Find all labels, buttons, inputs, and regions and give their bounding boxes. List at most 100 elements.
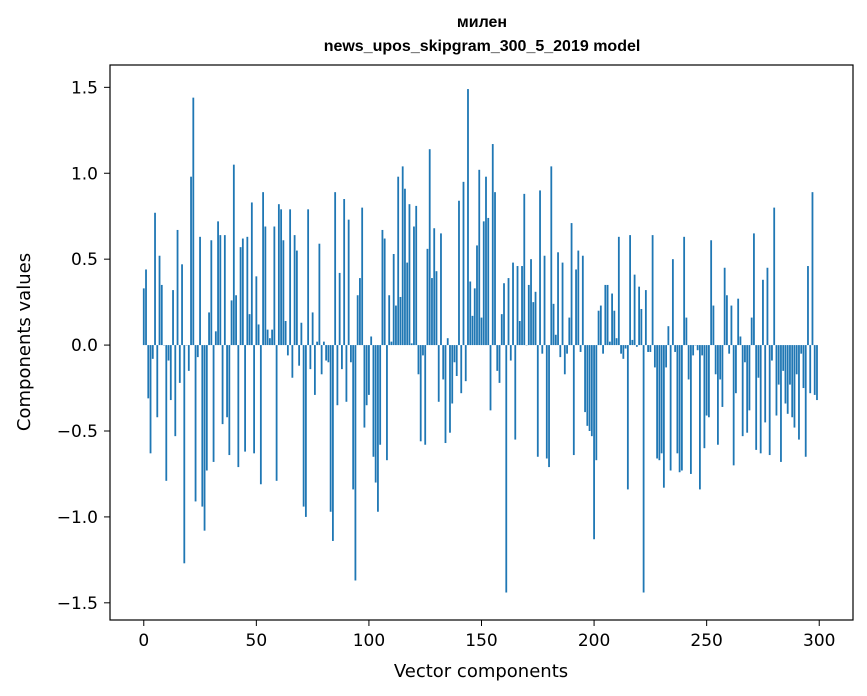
bar	[710, 240, 713, 346]
bar	[662, 345, 665, 488]
bar	[539, 190, 541, 346]
bar	[669, 345, 672, 471]
bar	[771, 345, 773, 361]
y-tick-label: 1.5	[71, 78, 98, 98]
y-axis-ticks: −1.5 −1.0 −0.5 0.0 0.5 1.0 1.5	[57, 78, 110, 614]
bar	[611, 293, 613, 346]
bar	[379, 345, 382, 445]
bar	[584, 345, 586, 413]
bar	[633, 274, 636, 346]
bar	[239, 247, 242, 346]
bar	[723, 267, 726, 346]
bar	[372, 345, 375, 457]
bar	[217, 221, 219, 346]
chart-title-line-2: news_upos_skipgram_300_5_2019 model	[324, 38, 641, 55]
bar	[642, 345, 645, 593]
bar	[496, 345, 499, 371]
bar	[377, 345, 379, 512]
bar	[548, 345, 550, 468]
bar	[309, 345, 312, 370]
bar	[543, 255, 546, 346]
bar	[491, 144, 494, 346]
bar	[383, 238, 386, 346]
bar	[732, 345, 735, 466]
bar	[635, 345, 638, 347]
bar	[386, 345, 388, 461]
bar	[343, 199, 346, 346]
bar	[406, 262, 409, 346]
bar	[237, 345, 240, 468]
bar	[807, 266, 809, 346]
bar	[586, 345, 589, 426]
bar	[559, 345, 562, 358]
bar	[766, 267, 769, 346]
bar	[446, 338, 449, 346]
bar	[401, 166, 404, 346]
bar	[667, 326, 670, 346]
bar	[174, 345, 177, 437]
bar	[644, 290, 647, 346]
bar	[604, 284, 607, 346]
bar	[426, 248, 429, 346]
bar	[568, 317, 571, 346]
bar	[359, 278, 361, 346]
bar	[498, 345, 501, 383]
bar	[226, 345, 228, 418]
bar	[455, 345, 458, 377]
bar	[142, 288, 145, 346]
bar	[257, 324, 260, 346]
bar	[579, 345, 582, 352]
bar	[250, 202, 253, 346]
bar	[451, 345, 454, 404]
x-tick-label: 0	[138, 631, 149, 651]
bar	[809, 345, 812, 394]
bar	[514, 345, 517, 440]
chart-title-line-1: милен	[457, 14, 507, 31]
bar	[262, 192, 264, 346]
bar	[203, 345, 206, 531]
bar	[395, 305, 397, 346]
bar	[482, 221, 485, 346]
bar	[363, 345, 366, 428]
bar	[327, 345, 330, 363]
bar	[332, 345, 334, 541]
bar	[512, 262, 514, 346]
bar	[671, 259, 674, 346]
bar	[755, 345, 758, 450]
bar	[793, 345, 796, 428]
bar	[651, 235, 654, 346]
bar	[476, 245, 478, 346]
bar	[341, 345, 343, 370]
bar	[388, 295, 391, 346]
bar	[404, 188, 406, 346]
bar	[235, 295, 237, 346]
bar	[660, 345, 663, 454]
bar	[440, 233, 442, 346]
bar	[712, 305, 715, 346]
bar	[422, 345, 424, 356]
bar	[737, 298, 740, 346]
bar	[460, 345, 463, 394]
bar	[356, 295, 359, 346]
bar	[552, 303, 555, 346]
bar	[437, 345, 440, 402]
bar	[714, 345, 717, 375]
bar	[318, 243, 321, 346]
bar	[802, 345, 805, 389]
bar	[489, 345, 492, 411]
bar	[232, 164, 235, 346]
bar	[399, 296, 402, 346]
bar	[156, 345, 159, 418]
bar	[804, 345, 807, 457]
bar	[791, 345, 794, 418]
x-tick-label: 250	[690, 631, 722, 651]
bar	[566, 345, 568, 354]
bar	[169, 345, 172, 401]
bar	[208, 312, 210, 346]
bar	[221, 345, 224, 425]
bar	[590, 345, 593, 437]
bar	[503, 283, 505, 346]
bar	[230, 300, 233, 346]
bar	[680, 345, 683, 471]
